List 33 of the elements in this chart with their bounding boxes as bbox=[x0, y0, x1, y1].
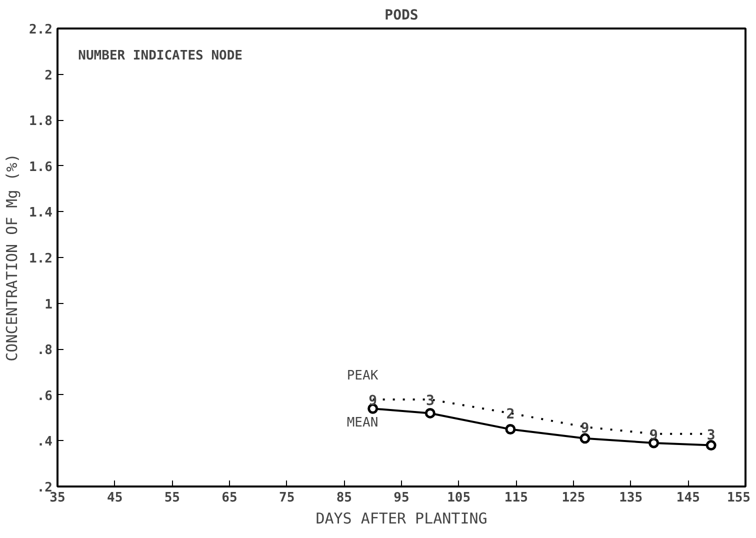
x-tick-label: 135 bbox=[619, 490, 643, 506]
x-axis-title: DAYS AFTER PLANTING bbox=[316, 510, 488, 528]
x-tick-label: 35 bbox=[50, 490, 66, 506]
x-tick-label: 155 bbox=[727, 490, 751, 506]
y-tick-label: .4 bbox=[36, 434, 53, 450]
y-tick-label: .6 bbox=[36, 388, 53, 404]
annotation: 9 bbox=[580, 420, 590, 436]
series-label: MEAN bbox=[346, 416, 378, 431]
chart-title: PODS bbox=[384, 8, 418, 24]
annotation: NUMBER INDICATES NODE bbox=[78, 48, 243, 64]
y-tick-label: 1.4 bbox=[29, 206, 53, 221]
x-tick-label: 45 bbox=[107, 490, 123, 506]
series-label: PEAK bbox=[346, 368, 378, 384]
x-tick-label: 115 bbox=[504, 490, 528, 506]
annotation: 3 bbox=[706, 427, 716, 444]
x-tick-label: 125 bbox=[562, 490, 586, 506]
x-tick-label: 105 bbox=[447, 490, 471, 506]
x-tick-label: 75 bbox=[279, 490, 295, 506]
y-tick-label: .8 bbox=[36, 343, 53, 358]
x-tick-label: 55 bbox=[164, 490, 180, 506]
x-tick-label: 145 bbox=[676, 490, 700, 506]
y-tick-label: 2 bbox=[44, 68, 52, 84]
x-tick-label: 65 bbox=[222, 490, 238, 506]
y-tick-label: 1.2 bbox=[29, 252, 53, 266]
x-tick-label: 85 bbox=[336, 490, 352, 506]
x-tick-label: 95 bbox=[394, 490, 410, 506]
y-tick-label: 1.8 bbox=[29, 114, 53, 130]
y-tick-label: 2.2 bbox=[29, 22, 53, 38]
y-tick-label: 1.6 bbox=[29, 160, 53, 175]
annotation: 3 bbox=[426, 392, 434, 409]
y-tick-label: 1 bbox=[44, 297, 53, 312]
y-axis-title: CONCENTRATION OF Mg (%) bbox=[3, 154, 22, 362]
annotation: 2 bbox=[506, 406, 515, 423]
